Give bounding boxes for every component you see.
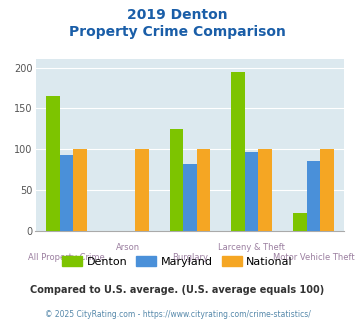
Bar bbox=[46, 96, 60, 231]
Bar bbox=[258, 149, 272, 231]
Bar bbox=[60, 155, 73, 231]
Bar bbox=[307, 161, 320, 231]
Bar bbox=[320, 149, 334, 231]
Bar bbox=[245, 152, 258, 231]
Text: Arson: Arson bbox=[116, 243, 140, 252]
Legend: Denton, Maryland, National: Denton, Maryland, National bbox=[58, 251, 297, 271]
Text: © 2025 CityRating.com - https://www.cityrating.com/crime-statistics/: © 2025 CityRating.com - https://www.city… bbox=[45, 310, 310, 319]
Text: Burglary: Burglary bbox=[172, 253, 208, 262]
Text: Larceny & Theft: Larceny & Theft bbox=[218, 243, 285, 252]
Bar bbox=[197, 149, 210, 231]
Bar bbox=[135, 149, 148, 231]
Bar bbox=[170, 129, 183, 231]
Text: 2019 Denton: 2019 Denton bbox=[127, 8, 228, 22]
Text: All Property Crime: All Property Crime bbox=[28, 253, 105, 262]
Text: Motor Vehicle Theft: Motor Vehicle Theft bbox=[273, 253, 354, 262]
Text: Compared to U.S. average. (U.S. average equals 100): Compared to U.S. average. (U.S. average … bbox=[31, 285, 324, 295]
Bar bbox=[293, 213, 307, 231]
Bar bbox=[231, 73, 245, 231]
Bar bbox=[183, 164, 197, 231]
Bar bbox=[73, 149, 87, 231]
Text: Property Crime Comparison: Property Crime Comparison bbox=[69, 25, 286, 39]
